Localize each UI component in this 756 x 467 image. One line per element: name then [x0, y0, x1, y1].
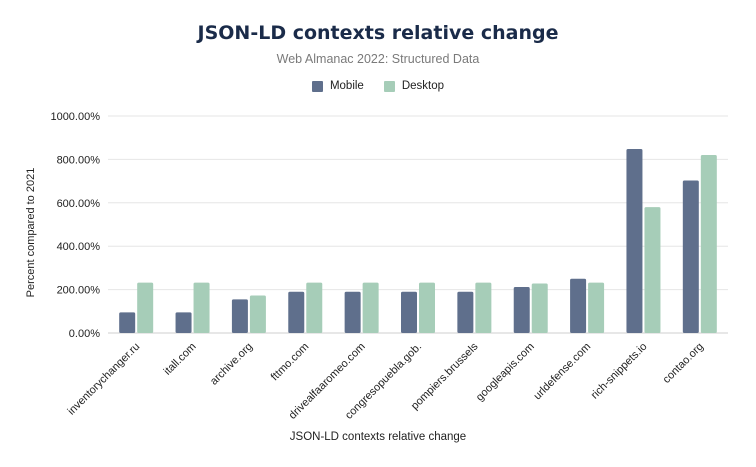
bar-mobile — [119, 312, 136, 333]
bar-mobile — [231, 299, 248, 333]
bar-desktop — [137, 282, 154, 333]
bar-mobile — [570, 278, 587, 333]
bar-mobile — [626, 148, 643, 333]
x-tick-label: fttmo.com — [269, 341, 312, 384]
bar-mobile — [401, 291, 417, 333]
bar-desktop — [475, 282, 492, 333]
y-tick-label: 200.00% — [57, 285, 101, 297]
y-tick-label: 400.00% — [57, 241, 101, 253]
legend-swatch-mobile — [311, 80, 323, 92]
y-tick-label: 0.00% — [69, 328, 100, 340]
bar-desktop — [249, 295, 266, 333]
bar-desktop — [588, 282, 605, 333]
bar-desktop — [193, 282, 210, 333]
x-tick-label: rich-snippets.io — [589, 341, 650, 402]
bar-desktop — [700, 155, 717, 333]
x-tick-label: inventorychanger.ru — [65, 341, 142, 418]
y-tick-label: 1000.00% — [50, 111, 100, 123]
chart-title: JSON-LD contexts relative change — [197, 22, 559, 44]
legend-label-mobile: Mobile — [329, 80, 364, 92]
bar-desktop — [362, 282, 379, 333]
bar-mobile — [175, 312, 192, 333]
bar-desktop — [306, 282, 323, 333]
bar-mobile — [288, 291, 305, 333]
y-tick-label: 800.00% — [57, 154, 101, 166]
legend-swatch-desktop — [383, 80, 395, 92]
x-tick-label: urldefense.com — [532, 341, 594, 403]
x-tick-label: archive.org — [208, 341, 255, 388]
x-tick-label: itall.com — [162, 341, 199, 378]
legend-item-desktop[interactable]: Desktop — [383, 80, 445, 92]
legend-label-desktop: Desktop — [401, 80, 445, 92]
legend: Mobile Desktop — [0, 80, 756, 92]
x-tick-label: contao.org — [661, 341, 706, 386]
chart-subtitle: Web Almanac 2022: Structured Data — [276, 52, 480, 66]
bar-mobile — [457, 291, 474, 333]
x-axis-label: JSON-LD contexts relative change — [289, 431, 467, 443]
bar-mobile — [344, 291, 361, 333]
x-tick-label: googleapis.com — [474, 341, 537, 404]
legend-item-mobile[interactable]: Mobile — [311, 80, 364, 92]
bar-mobile — [682, 180, 699, 333]
y-tick-label: 600.00% — [57, 198, 101, 210]
bar-desktop — [419, 282, 435, 333]
y-axis-label: Percent compared to 2021 — [25, 168, 37, 298]
bar-desktop — [531, 283, 548, 333]
bar-desktop — [644, 207, 661, 333]
bar-mobile — [513, 286, 530, 333]
